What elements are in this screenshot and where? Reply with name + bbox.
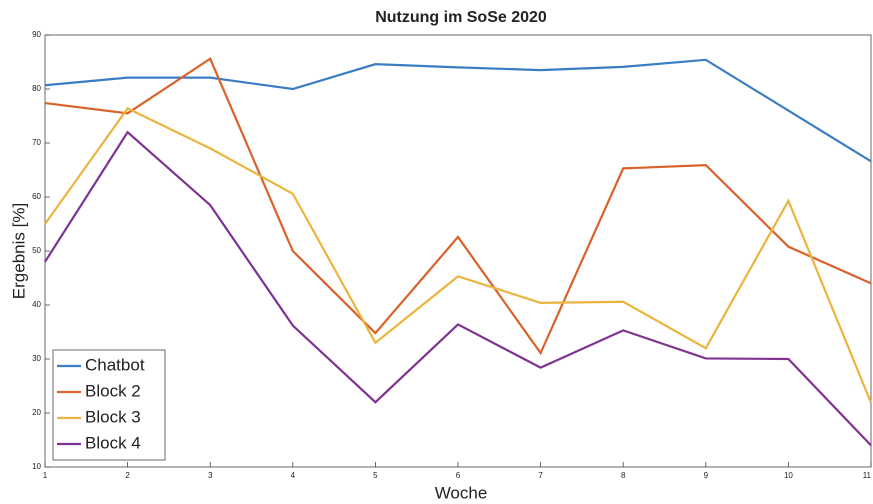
y-tick-label: 80	[32, 84, 41, 93]
x-tick-label: 2	[125, 471, 130, 480]
x-tick-label: 10	[784, 471, 793, 480]
legend-box	[52, 349, 166, 461]
legend-label: Block 2	[85, 381, 141, 400]
series-line	[44, 130, 872, 447]
series-line	[44, 57, 872, 356]
x-tick-label: 8	[621, 471, 626, 480]
y-tick-label: 70	[32, 138, 41, 147]
y-tick-label: 10	[32, 462, 41, 471]
x-tick-label: 7	[538, 471, 543, 480]
y-tick-label: 30	[32, 354, 41, 363]
x-axis-label: Woche	[435, 483, 488, 502]
y-tick-label: 60	[32, 192, 41, 201]
x-tick-label: 9	[704, 471, 709, 480]
x-tick-label: 4	[291, 471, 296, 480]
y-tick-label: 20	[32, 408, 41, 417]
y-axis-label: Ergebnis [%]	[9, 203, 28, 299]
legend-label: Block 4	[85, 433, 141, 452]
x-tick-label: 11	[863, 471, 872, 480]
chart-title: Nutzung im SoSe 2020	[375, 9, 547, 26]
x-tick-label: 6	[456, 471, 461, 480]
x-tick-label: 5	[373, 471, 378, 480]
x-tick-label: 1	[43, 471, 48, 480]
y-tick-label: 90	[32, 30, 41, 39]
legend-label: Block 3	[85, 407, 141, 426]
y-tick-label: 50	[32, 246, 41, 255]
legend-label: Chatbot	[85, 355, 145, 374]
series-line	[44, 107, 873, 404]
x-tick-label: 3	[208, 471, 213, 480]
series-line	[44, 58, 872, 163]
y-tick-label: 40	[32, 300, 41, 309]
plot-area	[44, 34, 872, 468]
